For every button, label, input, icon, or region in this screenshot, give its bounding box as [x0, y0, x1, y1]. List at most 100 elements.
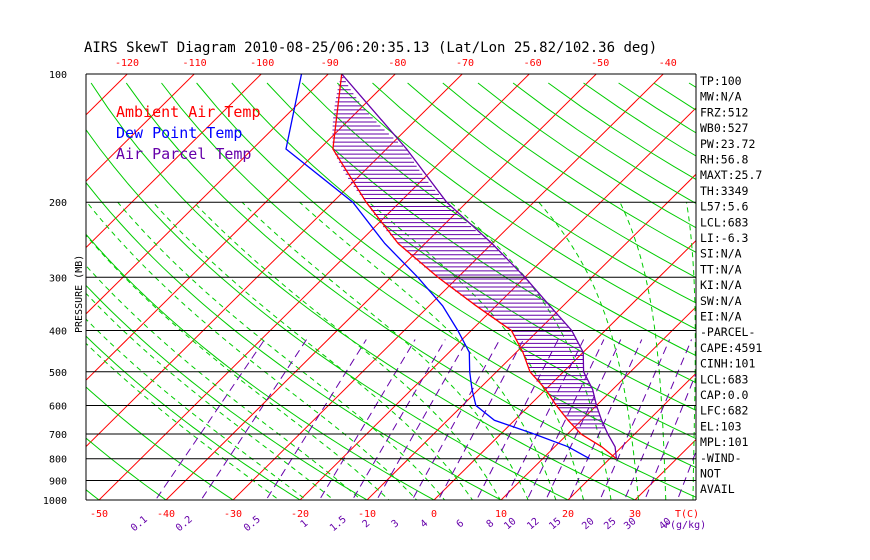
moist-adiabat-line — [241, 201, 529, 500]
pressure-tick-label: 700 — [49, 430, 67, 441]
isotherm-line — [366, 173, 696, 500]
bottom-temperature-tick: -20 — [291, 509, 309, 520]
index-label: LCL:683 — [700, 372, 749, 386]
dry-adiabat-line — [86, 437, 167, 500]
moist-adiabat-line — [86, 264, 362, 500]
top-temperature-tick: -80 — [388, 58, 406, 69]
bottom-temperature-tick: -40 — [157, 509, 175, 520]
index-label: L57:5.6 — [700, 200, 749, 214]
mixing-ratio-line — [318, 339, 416, 500]
mixing-ratio-label: 8 — [485, 518, 497, 530]
isotherm-line — [827, 65, 870, 510]
pressure-tick-label: 400 — [49, 326, 67, 337]
index-label: SW:N/A — [700, 294, 742, 308]
index-label: CAPE:4591 — [700, 341, 762, 355]
mixing-ratio-line — [475, 339, 559, 500]
mixing-ratio-unit-label: r(g/kg) — [664, 520, 706, 531]
index-label: RH:56.8 — [700, 153, 749, 167]
index-label: EL:103 — [700, 419, 742, 433]
dry-adiabat-line — [86, 128, 570, 500]
index-label: LI:-6.3 — [700, 231, 749, 245]
moist-adiabat-lines — [86, 201, 696, 500]
mixing-ratio-line — [623, 339, 692, 500]
moist-adiabat-line — [86, 292, 335, 500]
dry-adiabat-line — [125, 82, 696, 498]
dry-adiabat-line — [86, 181, 503, 500]
legend-dew-point-temp: Dew Point Temp — [116, 124, 242, 142]
mixing-ratio-label: 12 — [525, 516, 541, 532]
mixing-ratio-label: 2 — [361, 518, 373, 530]
dry-adiabat-line — [86, 335, 302, 500]
index-label: -WIND- — [700, 451, 742, 465]
index-label: NOT — [700, 467, 721, 481]
top-temperature-tick: -60 — [524, 58, 542, 69]
bottom-temperature-tick: -50 — [90, 509, 108, 520]
pressure-tick-label: 1000 — [43, 496, 67, 507]
isotherm-line — [86, 74, 396, 381]
isotherm-line — [86, 74, 463, 448]
pressure-tick-labels: 100 200 300 400 500 600 700 800 900 1000 — [43, 70, 67, 507]
index-label: TP:100 — [700, 74, 742, 88]
mixing-ratio-label: 4 — [419, 518, 431, 530]
moist-adiabat-line — [86, 234, 390, 500]
top-temperature-tick: -70 — [456, 58, 474, 69]
top-temperature-tick: -90 — [321, 58, 339, 69]
x-axis-unit-label: T(C) — [675, 509, 699, 520]
index-label: PW:23.72 — [700, 137, 755, 151]
index-label: TT:N/A — [700, 262, 742, 276]
isotherm-line — [165, 74, 597, 500]
isotherm-line — [0, 65, 70, 510]
index-label: CINH:101 — [700, 357, 755, 371]
dry-adiabat-line — [266, 82, 696, 384]
dry-adiabat-line — [86, 386, 234, 500]
mixing-ratio-label: 20 — [580, 516, 596, 532]
dry-adiabat-line — [161, 82, 696, 469]
mixing-ratio-label: 3 — [390, 518, 402, 530]
index-label: -PARCEL- — [700, 325, 755, 339]
moist-adiabat-line — [368, 201, 585, 500]
dry-adiabat-line — [336, 82, 696, 330]
series-air-parcel-temp — [341, 74, 618, 459]
dry-adiabat-line — [86, 284, 369, 500]
index-label: LFC:682 — [700, 404, 748, 418]
mixing-ratio-label: 25 — [602, 516, 618, 532]
bottom-temperature-tick: 20 — [562, 509, 574, 520]
dry-adiabat-line — [231, 82, 696, 411]
isotherm-line — [86, 74, 329, 315]
bottom-temperature-ticks: -50 -40 -30 -20 -10 0 10 20 30 — [90, 509, 641, 520]
index-label: EI:N/A — [700, 310, 742, 324]
bottom-temperature-tick: 30 — [629, 509, 641, 520]
moist-adiabat-line — [299, 201, 557, 500]
moist-adiabat-line — [193, 201, 501, 500]
index-label: FRZ:512 — [700, 105, 748, 119]
top-temperature-tick: -50 — [591, 58, 609, 69]
pressure-lines — [86, 201, 696, 501]
mixing-ratio-labels: 0.1 0.2 0.5 1 1.5 2 3 4 6 8 10 12 15 20 25 30 40 — [129, 514, 674, 534]
moist-adiabat-line — [86, 201, 418, 500]
mixing-ratio-line — [351, 339, 446, 500]
bottom-temperature-tick: -30 — [224, 509, 242, 520]
index-label: MW:N/A — [700, 90, 742, 104]
bottom-temperature-tick: 10 — [495, 509, 507, 520]
dry-adiabat-line — [90, 82, 637, 500]
top-temperature-tick: -40 — [659, 58, 677, 69]
isotherm-line — [0, 65, 3, 510]
moist-adiabat-line — [619, 201, 667, 500]
pressure-tick-label: 600 — [49, 401, 67, 412]
profile-series — [285, 74, 618, 460]
isotherm-line — [86, 74, 262, 249]
mixing-ratio-label: 6 — [455, 518, 467, 530]
moist-adiabat-line — [86, 342, 280, 500]
dry-adiabat-line — [86, 233, 436, 500]
y-axis-label: PRESSURE (MB) — [74, 255, 85, 333]
mixing-ratio-lines — [154, 339, 696, 500]
series-dew-point-temp — [285, 74, 590, 460]
mixing-ratio-label: 1.5 — [328, 514, 349, 534]
moist-adiabat-line — [686, 202, 696, 500]
isotherm-line — [433, 239, 696, 500]
mixing-ratio-label: 0.2 — [174, 514, 195, 534]
moist-adiabat-line — [152, 201, 474, 500]
moist-adiabat-line — [117, 201, 446, 500]
top-temperature-tick: -110 — [183, 58, 207, 69]
